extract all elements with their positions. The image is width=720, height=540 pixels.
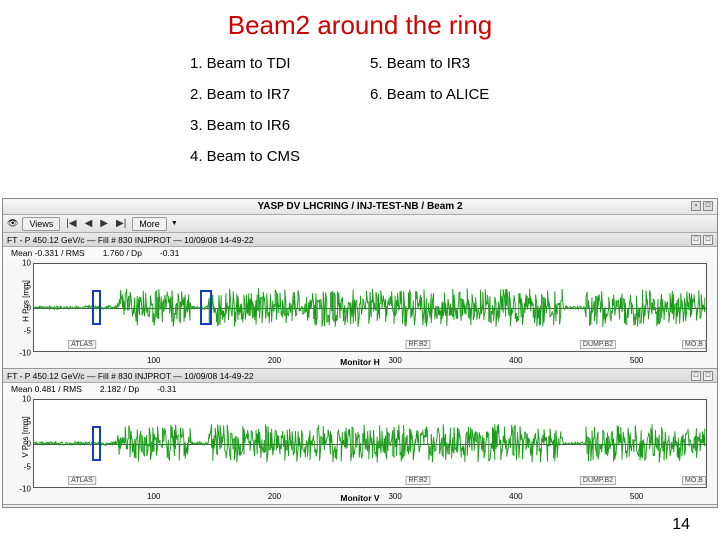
mean-label: Mean -0.331 / RMS	[11, 248, 85, 258]
list-item: 4. Beam to CMS	[190, 148, 300, 165]
y-tick: 5	[19, 417, 31, 426]
list-item: 6. Beam to ALICE	[370, 86, 489, 103]
panel-header-text: FT - P 450.12 GeV/c — Fill # 830 INJPROT…	[7, 371, 254, 381]
panel-btn[interactable]: □	[691, 235, 701, 245]
views-button[interactable]: Views	[22, 217, 60, 231]
region-label: MO.B	[682, 340, 706, 349]
x-tick: 500	[630, 492, 643, 501]
x-tick: 100	[147, 492, 160, 501]
list-column-left: 1. Beam to TDI 2. Beam to IR7 3. Beam to I…	[190, 55, 300, 165]
v-plot-panel: FT - P 450.12 GeV/c — Fill # 830 INJPROT…	[3, 369, 717, 505]
numbered-lists: 1. Beam to TDI 2. Beam to IR7 3. Beam to I…	[0, 41, 720, 175]
dp-label: -0.31	[160, 248, 179, 258]
region-label: RF.B2	[405, 476, 430, 485]
more-button[interactable]: More	[132, 217, 167, 231]
y-tick: -10	[19, 349, 31, 358]
blue-marker	[92, 426, 102, 461]
eye-icon: 👁	[7, 218, 18, 229]
window-titlebar: YASP DV LHCRING / INJ-TEST-NB / Beam 2 -…	[3, 199, 717, 215]
region-label: ATLAS	[68, 476, 96, 485]
panel-header: FT - P 450.12 GeV/c — Fill # 830 INJPROT…	[3, 233, 717, 247]
window-max-button[interactable]: □	[703, 201, 713, 211]
plot-area: ATLAS RF.B2 DUMP.B2 MO.B	[33, 399, 707, 488]
blue-marker	[200, 290, 212, 325]
next-icon[interactable]: ▶|	[114, 218, 128, 229]
region-label: MO.B	[682, 476, 706, 485]
stats-row: Mean -0.331 / RMS 1.760 / Dp -0.31	[3, 247, 717, 259]
y-tick: 0	[19, 304, 31, 313]
panel-header-text: FT - P 450.12 GeV/c — Fill # 830 INJPROT…	[7, 235, 254, 245]
slide-title: Beam2 around the ring	[0, 0, 720, 41]
x-tick: 300	[388, 492, 401, 501]
back-icon[interactable]: ◀	[83, 218, 95, 229]
list-column-right: 5. Beam to IR3 6. Beam to ALICE	[370, 55, 489, 165]
y-tick: -5	[19, 326, 31, 335]
region-label: DUMP.B2	[580, 340, 616, 349]
region-label: DUMP.B2	[580, 476, 616, 485]
x-tick: 100	[147, 356, 160, 365]
rms-label: 2.182 / Dp	[100, 384, 139, 394]
panel-btn[interactable]: □	[691, 371, 701, 381]
h-plot-panel: FT - P 450.12 GeV/c — Fill # 830 INJPROT…	[3, 233, 717, 369]
list-item: 5. Beam to IR3	[370, 55, 489, 72]
blue-marker	[92, 290, 102, 325]
window-title-text: YASP DV LHCRING / INJ-TEST-NB / Beam 2	[257, 201, 462, 212]
y-tick: 5	[19, 281, 31, 290]
y-tick: -10	[19, 485, 31, 494]
y-tick: 0	[19, 440, 31, 449]
stats-row: Mean 0.481 / RMS 2.182 / Dp -0.31	[3, 383, 717, 395]
list-item: 2. Beam to IR7	[190, 86, 300, 103]
trace-svg	[34, 400, 706, 487]
page-number: 14	[672, 516, 690, 534]
x-tick: 500	[630, 356, 643, 365]
x-tick: 400	[509, 492, 522, 501]
window-min-button[interactable]: -	[691, 201, 701, 211]
x-tick: 400	[509, 356, 522, 365]
yasp-window: YASP DV LHCRING / INJ-TEST-NB / Beam 2 -…	[2, 198, 718, 508]
trace-svg	[34, 264, 706, 351]
x-axis-label: Monitor H	[340, 357, 380, 367]
list-item: 1. Beam to TDI	[190, 55, 300, 72]
x-tick: 200	[268, 492, 281, 501]
y-tick: -5	[19, 462, 31, 471]
y-tick: 10	[19, 259, 31, 268]
title-text: Beam2 around the ring	[228, 10, 493, 40]
panel-btn[interactable]: □	[703, 235, 713, 245]
list-item: 3. Beam to IR6	[190, 117, 300, 134]
mean-label: Mean 0.481 / RMS	[11, 384, 82, 394]
dropdown-icon[interactable]: ▼	[171, 220, 178, 227]
x-tick: 300	[388, 356, 401, 365]
rms-label: 1.760 / Dp	[103, 248, 142, 258]
fwd-icon[interactable]: ▶	[98, 218, 110, 229]
dp-label: -0.31	[157, 384, 176, 394]
x-axis-label: Monitor V	[340, 493, 379, 503]
region-label: RF.B2	[405, 340, 430, 349]
plot-area: ATLAS RF.B2 DUMP.B2 MO.B	[33, 263, 707, 352]
y-tick: 10	[19, 395, 31, 404]
prev-icon[interactable]: |◀	[64, 218, 78, 229]
panel-btn[interactable]: □	[703, 371, 713, 381]
panel-header: FT - P 450.12 GeV/c — Fill # 830 INJPROT…	[3, 369, 717, 383]
region-label: ATLAS	[68, 340, 96, 349]
toolbar: 👁 Views |◀ ◀ ▶ ▶| More ▼	[3, 215, 717, 233]
x-tick: 200	[268, 356, 281, 365]
